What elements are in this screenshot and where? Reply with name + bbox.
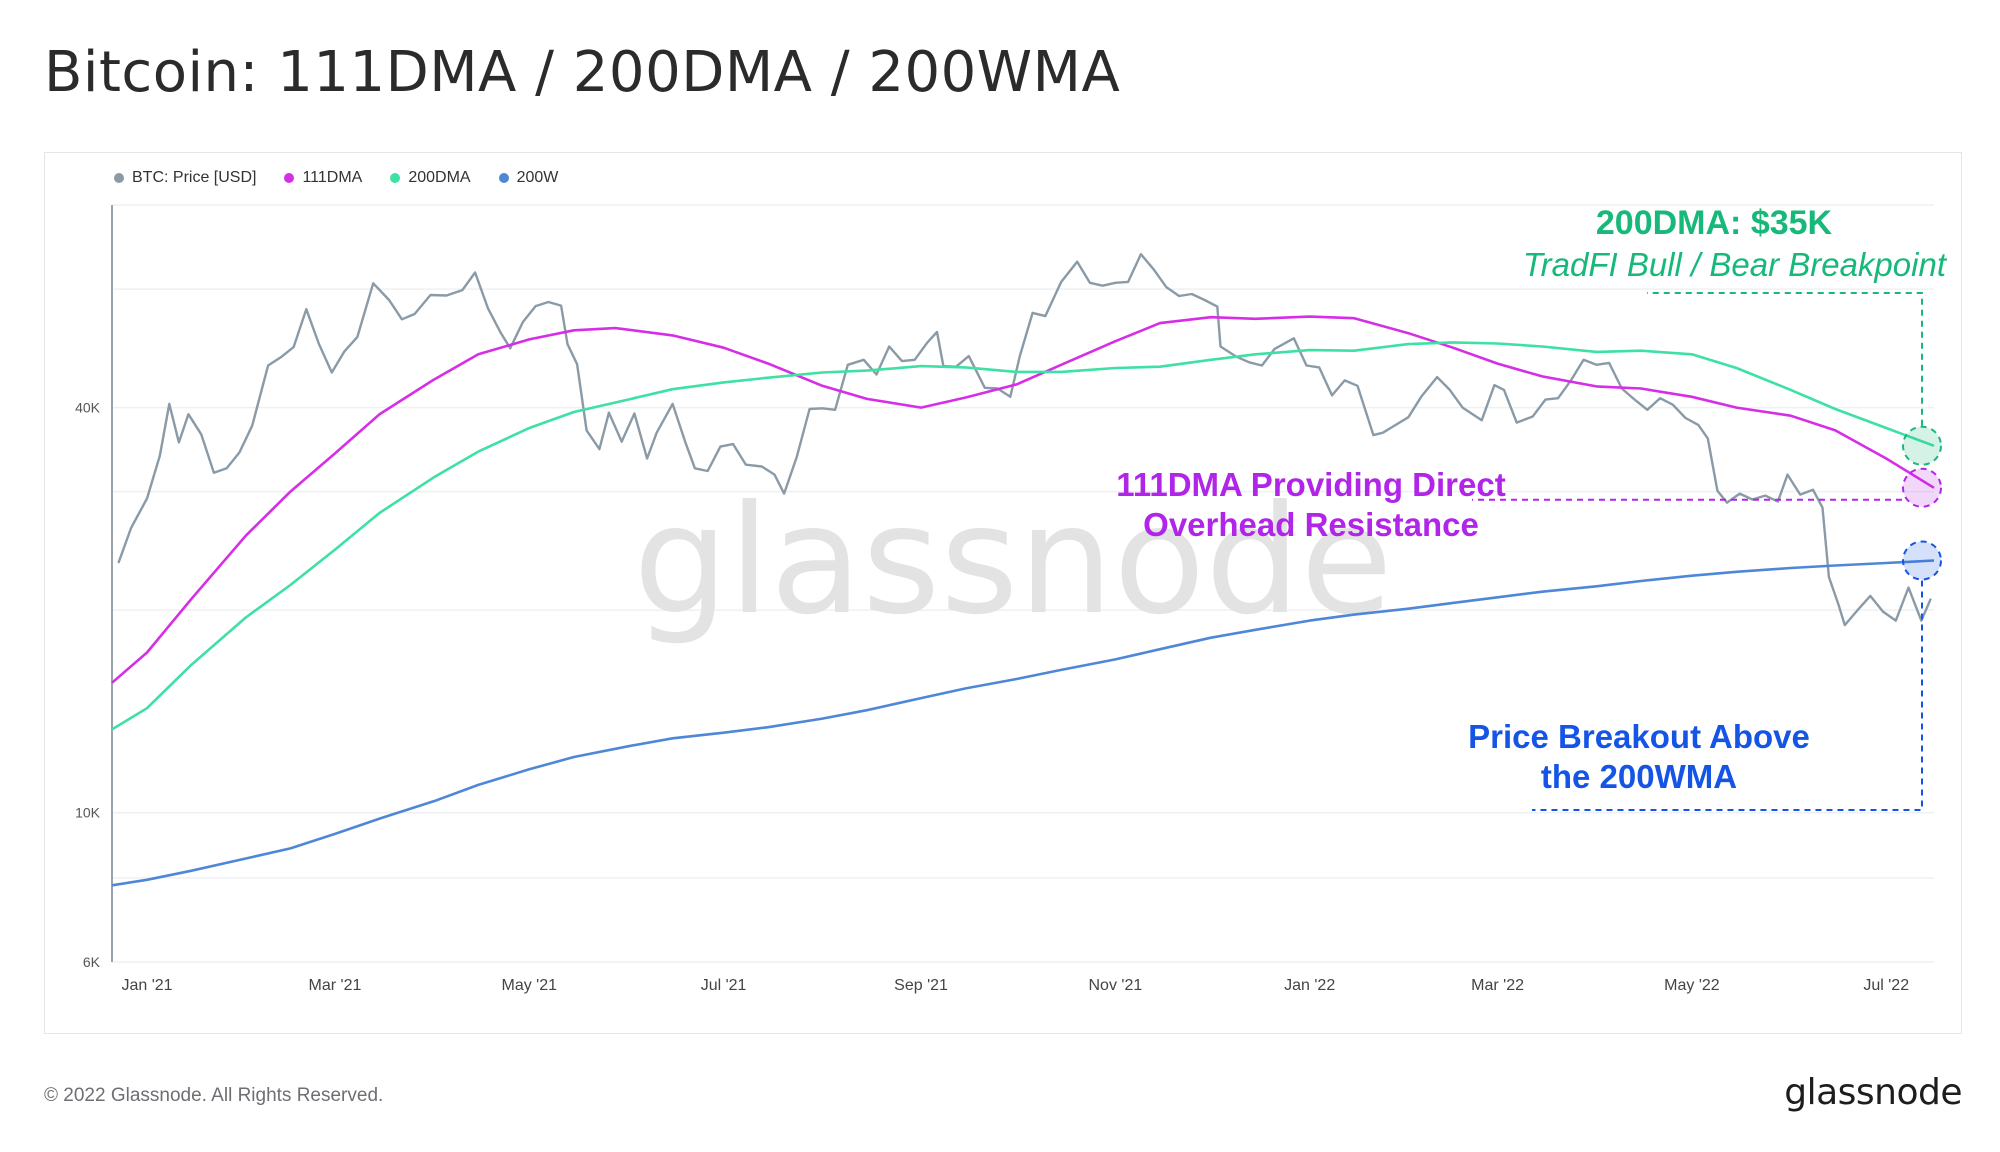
y-tick-label: 40K (75, 400, 101, 416)
x-tick-label: Jan '22 (1284, 977, 1335, 994)
series-wma200-line (111, 559, 1935, 887)
annotation-marker-dma200 (1902, 425, 1942, 466)
page-title: Bitcoin: 111DMA / 200DMA / 200WMA (44, 40, 1121, 105)
legend-label-111dma: 111DMA (302, 169, 363, 186)
annotation-title-dma200: 200DMA: $35K (1596, 204, 1833, 242)
legend-label-200w: 200W (516, 169, 559, 186)
legend-item-200w[interactable]: 200W (498, 169, 559, 187)
legend-dot-price (114, 173, 124, 183)
y-tick-label: 10K (75, 805, 101, 821)
legend-dot-111dma (284, 173, 295, 183)
x-tick-label: Mar '21 (309, 977, 362, 994)
annotation-leader-dma200 (1647, 292, 1923, 426)
chart-frame (44, 152, 1962, 1034)
annotation-leader-wma200 (1532, 580, 1923, 811)
legend-dot-200dma (390, 173, 401, 183)
annotation-subtitle-wma200: the 200WMA (1541, 758, 1737, 795)
y-tick-label: 6K (83, 954, 101, 970)
series-dma111-line (111, 315, 1935, 684)
footer-logo: glassnode (1784, 1072, 1962, 1113)
x-tick-label: Jul '21 (701, 977, 747, 994)
annotation-title-wma200: Price Breakout Above (1468, 718, 1810, 755)
legend-item-111dma[interactable]: 111DMA (284, 169, 362, 187)
annotation-subtitle-dma200: TradFI Bull / Bear Breakpoint (1523, 246, 1948, 283)
annotation-subtitle-dma111: Overhead Resistance (1143, 506, 1479, 543)
x-tick-label: Jan '21 (121, 977, 172, 994)
x-tick-label: Mar '22 (1471, 977, 1524, 994)
legend-item-200dma[interactable]: 200DMA (390, 169, 471, 187)
footer-copyright: © 2022 Glassnode. All Rights Reserved. (44, 1085, 384, 1106)
series-dma200-line (111, 341, 1935, 731)
legend-label-200dma: 200DMA (408, 169, 471, 186)
x-tick-label: Jul '22 (1863, 977, 1909, 994)
series-price-line (117, 253, 1932, 627)
x-tick-label: Nov '21 (1088, 977, 1142, 994)
x-tick-label: May '22 (1664, 977, 1720, 994)
legend-item-price[interactable]: BTC: Price [USD] (114, 169, 256, 187)
legend-label-price: BTC: Price [USD] (132, 169, 257, 186)
x-tick-label: May '21 (502, 977, 558, 994)
watermark: glassnode (633, 474, 1392, 648)
annotation-marker-dma111 (1902, 467, 1942, 508)
x-tick-label: Sep '21 (894, 977, 948, 994)
annotation-title-dma111: 111DMA Providing Direct (1116, 466, 1505, 503)
annotation-marker-wma200 (1902, 540, 1942, 581)
legend-dot-200w (498, 173, 509, 183)
chart-legend: BTC: Price [USD] 111DMA 200DMA 200W (114, 169, 558, 187)
